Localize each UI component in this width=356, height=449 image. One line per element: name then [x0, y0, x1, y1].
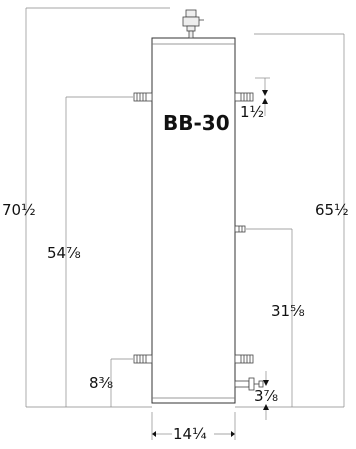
dim-line-tank-height: [235, 33, 345, 408]
sensor-port: [234, 225, 246, 233]
dim-line-overall-height: [25, 7, 170, 408]
dim-line-sensor-port: [246, 228, 293, 407]
lower-left-port: [133, 354, 153, 364]
air-vent: [182, 9, 204, 39]
drain-valve: [234, 377, 264, 391]
dim-lower-port-label: 8⅜: [89, 374, 114, 392]
arrow-top-offset-up: [262, 98, 268, 104]
dim-overall-height-label: 70½: [2, 201, 36, 219]
arrow-top-offset-down: [262, 90, 268, 96]
dim-drain-offset-label: 3⅞: [254, 387, 279, 405]
dim-line-top-offset: [255, 77, 270, 116]
upper-right-port: [234, 92, 254, 102]
arrow-drain-up: [263, 404, 269, 410]
dim-line-lower-port: [110, 358, 133, 407]
model-label: BB-30: [163, 111, 230, 135]
arrow-drain-down: [263, 380, 269, 386]
dim-sensor-port-label: 31⅝: [271, 302, 305, 320]
dim-top-offset-label: 1½: [240, 103, 265, 121]
arrow-diameter-right: [231, 431, 235, 437]
upper-left-port: [133, 92, 153, 102]
dim-line-upper-port: [65, 96, 133, 407]
dim-line-diameter: [151, 412, 236, 440]
dim-tank-height-label: 65½: [315, 201, 349, 219]
dim-diameter-label: 14¼: [173, 425, 207, 443]
lower-right-port: [234, 354, 254, 364]
tank-body: [151, 37, 236, 404]
arrow-diameter-left: [152, 431, 156, 437]
dim-upper-port-label: 54⅞: [47, 244, 81, 262]
